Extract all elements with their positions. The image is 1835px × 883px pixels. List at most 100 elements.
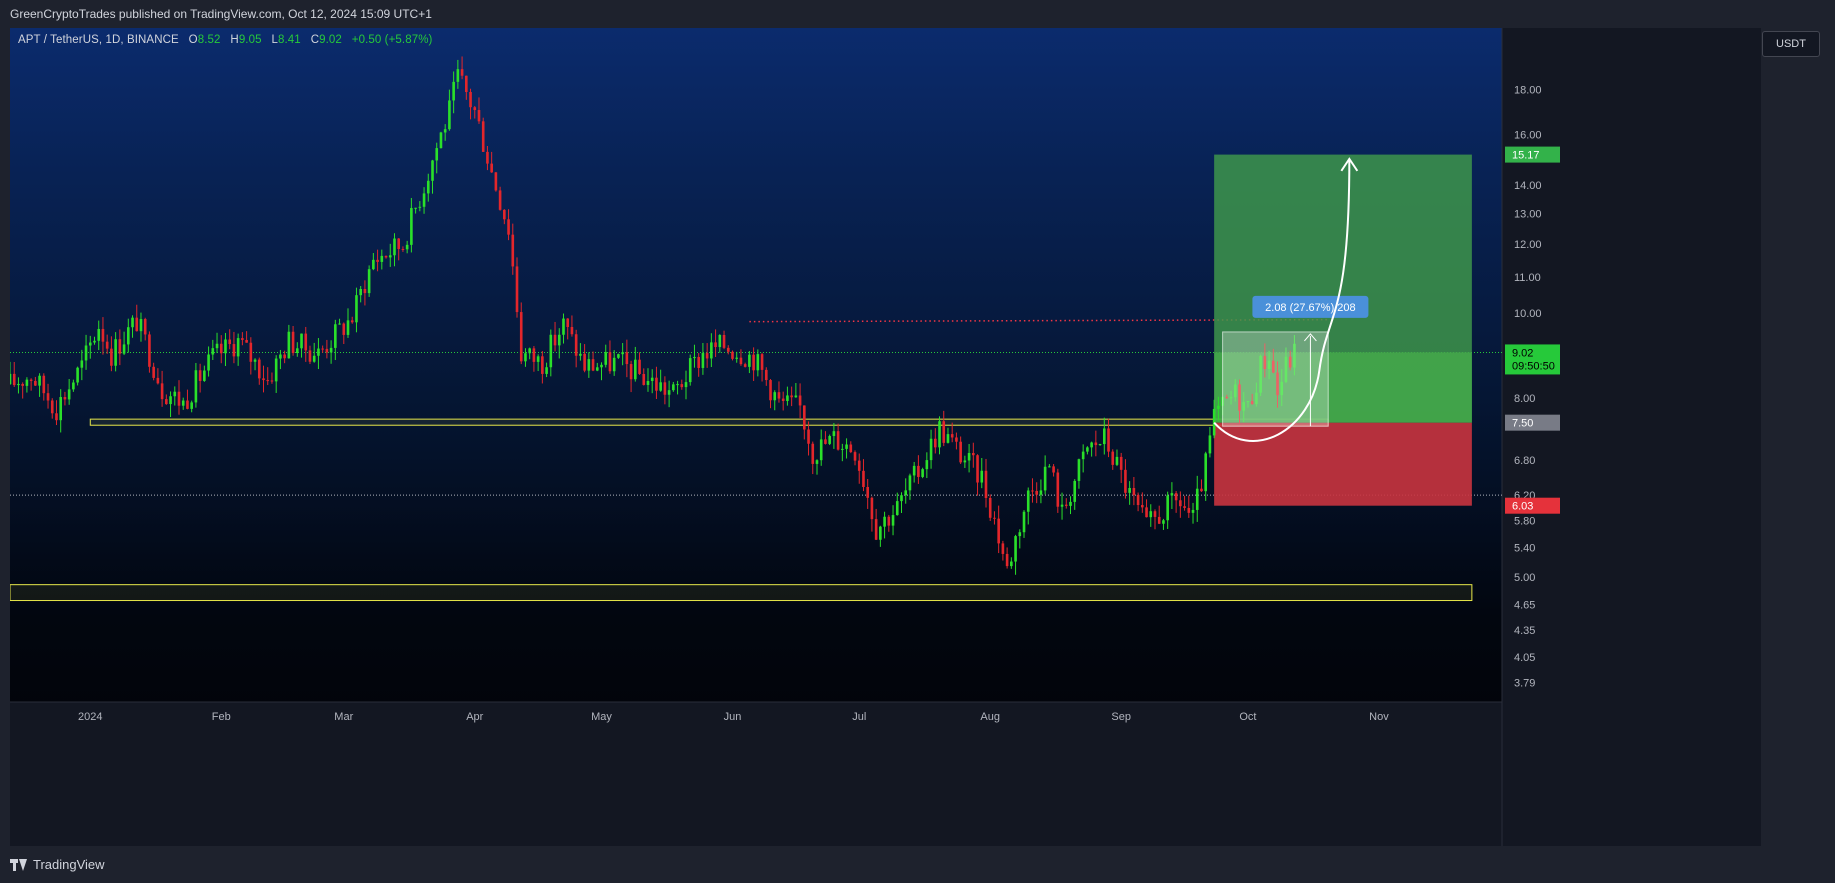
candle-body <box>426 180 430 194</box>
measure-arrow-icon <box>1304 333 1317 342</box>
candle-body <box>849 444 853 453</box>
candle-body <box>477 110 481 122</box>
tradingview-logo[interactable]: TradingView <box>10 857 105 872</box>
candle-body <box>283 354 286 359</box>
candle-body <box>608 352 612 372</box>
candle-body <box>1145 507 1148 518</box>
currency-button[interactable]: USDT <box>1762 31 1820 57</box>
candle-body <box>819 439 823 461</box>
candle-body <box>874 519 878 540</box>
time-tick-label: Jul <box>852 711 866 723</box>
candle-body <box>380 255 384 262</box>
candle-body <box>131 317 134 328</box>
time-tick-label: Nov <box>1369 711 1389 723</box>
candle-body <box>236 338 240 357</box>
candle-body <box>21 383 24 386</box>
candle-body <box>367 269 371 294</box>
candle-body <box>169 396 172 405</box>
candle-body <box>410 208 413 245</box>
candle-body <box>984 470 988 498</box>
current-price-label: 9.02 <box>1512 347 1533 359</box>
candle-body <box>317 348 320 356</box>
candle-body <box>824 439 827 444</box>
target-price-label-bg <box>1505 146 1560 163</box>
price-tick-label: 4.35 <box>1514 625 1535 637</box>
price-tick-label: 11.00 <box>1514 272 1541 284</box>
candle-body <box>1246 401 1250 403</box>
change-value: +0.50 (+5.87%) <box>351 34 433 46</box>
candle-body <box>638 359 641 374</box>
candle-body <box>1119 456 1123 470</box>
candle-body <box>1259 355 1262 393</box>
candle-body <box>321 348 324 350</box>
candle-body <box>1115 456 1119 465</box>
candle-body <box>1293 343 1296 368</box>
candle-body <box>895 501 899 516</box>
candle-body <box>1001 543 1005 554</box>
current-price-label-bg <box>1505 344 1560 375</box>
candle-body <box>490 163 493 173</box>
candle-body <box>828 436 831 444</box>
candle-body <box>841 448 844 450</box>
price-chart[interactable]: 2.08 (27.67%) 208 18.00 16.00 14.00 13.00 12.… <box>10 28 1761 846</box>
candle-body <box>1069 501 1072 506</box>
candle-body <box>1200 488 1203 492</box>
candle-body <box>50 400 54 414</box>
footer-bar: TradingView <box>0 846 1835 883</box>
candle-body <box>25 379 29 386</box>
publish-info: GreenCryptoTrades published on TradingVi… <box>10 7 432 21</box>
candle-body <box>295 348 299 354</box>
candle-body <box>287 331 291 359</box>
candle-body <box>101 328 105 342</box>
candle-body <box>790 395 793 398</box>
candle-body <box>270 380 274 382</box>
price-tick-label: 3.79 <box>1514 677 1535 689</box>
candle-body <box>1153 511 1157 517</box>
candle-body <box>697 356 700 368</box>
time-tick-label: Sep <box>1111 711 1131 723</box>
candle-body <box>207 354 210 371</box>
candle-body <box>203 370 206 381</box>
candle-body <box>1204 453 1208 492</box>
candle-body <box>870 497 874 520</box>
candle-body <box>938 421 941 448</box>
candle-body <box>76 367 79 383</box>
candle-body <box>1255 392 1258 405</box>
time-tick-label: May <box>591 711 612 723</box>
candle-body <box>1149 511 1153 518</box>
candle-body <box>334 324 337 348</box>
candle-body <box>418 206 422 208</box>
candle-body <box>1141 505 1144 508</box>
candle-body <box>1238 384 1241 411</box>
candle-body <box>435 148 439 161</box>
candle-body <box>160 383 164 400</box>
entry-price-label: 7.50 <box>1512 418 1533 430</box>
candle-body <box>300 333 303 349</box>
candle-body <box>177 391 181 406</box>
candle-body <box>126 327 130 345</box>
candle-body <box>422 193 426 207</box>
candle-body <box>1022 511 1026 533</box>
candle-body <box>722 335 726 348</box>
candle-body <box>781 398 785 401</box>
candle-body <box>1111 451 1115 465</box>
candle-body <box>752 354 755 371</box>
candle-body <box>143 319 147 335</box>
candle-body <box>731 351 734 359</box>
candle-body <box>595 367 599 371</box>
time-tick-label: Oct <box>1239 711 1256 723</box>
candle-body <box>274 358 278 382</box>
candle-body <box>17 383 20 386</box>
candle-body <box>42 375 46 394</box>
candle-body <box>612 357 616 372</box>
candle-body <box>1229 397 1233 399</box>
candle-body <box>1157 516 1161 524</box>
candle-body <box>845 444 848 449</box>
candle-body <box>63 397 67 400</box>
candle-body <box>1081 451 1085 460</box>
support-zone <box>89 418 1329 426</box>
candle-body <box>853 452 857 461</box>
candle-body <box>655 377 658 391</box>
candle-body <box>198 370 202 381</box>
chart-area[interactable]: 2.08 (27.67%) 208 18.00 16.00 14.00 13.00 12.… <box>10 28 1761 846</box>
